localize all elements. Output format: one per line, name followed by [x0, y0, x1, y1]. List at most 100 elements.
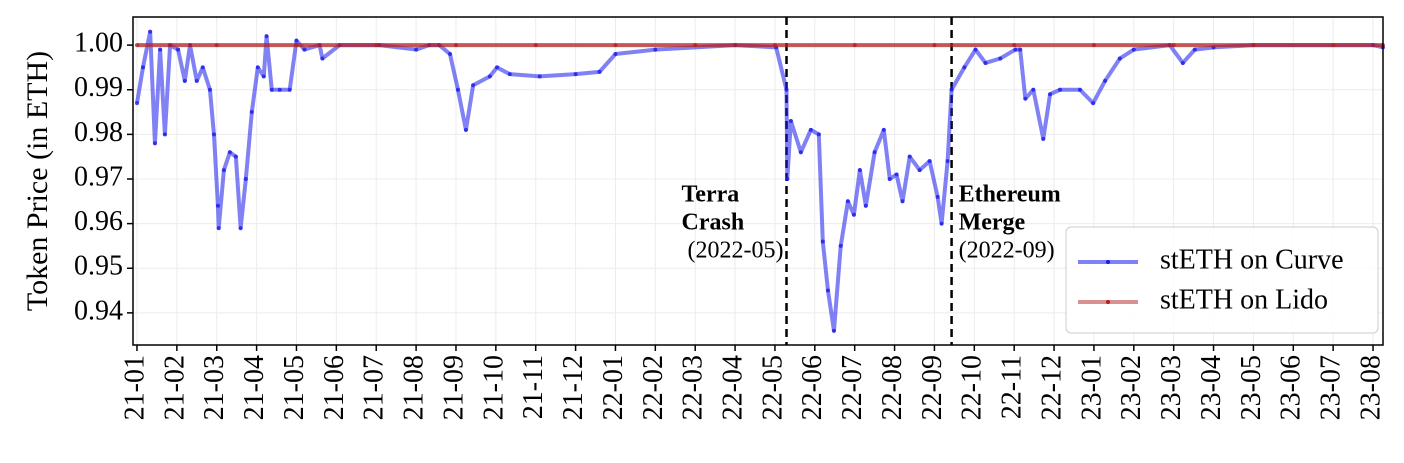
data-point: [693, 43, 698, 48]
x-tick-label: 22-10: [957, 355, 988, 420]
data-point: [831, 328, 836, 333]
data-point: [785, 176, 790, 181]
x-tick-label: 21-09: [438, 355, 469, 420]
data-point: [1103, 78, 1108, 83]
data-point: [487, 74, 492, 79]
data-point: [1012, 43, 1017, 48]
event-date: (2022-09): [959, 238, 1055, 264]
data-point: [264, 34, 269, 39]
x-tick-label: 22-09: [917, 355, 948, 420]
x-tick-label: 22-08: [877, 355, 908, 420]
data-point: [455, 87, 460, 92]
data-point: [233, 154, 238, 159]
event-title: Crash: [682, 210, 745, 236]
data-point: [1091, 101, 1096, 106]
x-tick-label: 23-03: [1156, 355, 1187, 420]
data-point: [211, 132, 216, 137]
x-tick-label: 21-02: [159, 355, 190, 420]
data-point: [808, 127, 813, 132]
legend-box: [1065, 226, 1379, 334]
data-point: [1023, 96, 1028, 101]
x-tick-label: 21-12: [558, 355, 589, 420]
data-point: [374, 43, 379, 48]
data-point: [1180, 60, 1185, 65]
data-point: [537, 74, 542, 79]
data-point: [820, 239, 825, 244]
data-point: [507, 72, 512, 77]
data-point: [215, 203, 220, 208]
data-point: [453, 43, 458, 48]
x-tick-label: 23-04: [1196, 355, 1227, 420]
x-tick-label: 23-07: [1316, 355, 1347, 420]
data-point: [935, 194, 940, 199]
event-title: Merge: [959, 210, 1026, 236]
data-point: [261, 74, 266, 79]
event-date: (2022-05): [688, 238, 784, 264]
y-tick-label: 0.97: [74, 161, 123, 192]
data-point: [894, 172, 899, 177]
data-point: [816, 132, 821, 137]
data-point: [900, 199, 905, 204]
data-point: [1117, 56, 1122, 61]
data-point: [148, 29, 153, 34]
data-point: [1048, 92, 1053, 97]
data-point: [983, 60, 988, 65]
data-point: [533, 43, 538, 48]
data-point: [182, 78, 187, 83]
data-point: [1018, 47, 1023, 52]
x-tick-label: 22-06: [797, 355, 828, 420]
y-tick-label: 0.99: [74, 72, 123, 103]
data-point: [134, 101, 139, 106]
x-tick-label: 21-03: [199, 355, 230, 420]
data-point: [414, 47, 419, 52]
plot-frame: [132, 16, 1384, 346]
legend-marker: [1106, 260, 1110, 264]
data-point: [881, 127, 886, 132]
x-tick-label: 21-05: [279, 355, 310, 420]
data-point: [471, 83, 476, 88]
x-tick-label: 23-02: [1116, 355, 1147, 420]
x-tick-label: 23-06: [1276, 355, 1307, 420]
data-point: [194, 78, 199, 83]
legend-label: stETH on Lido: [1160, 284, 1328, 315]
data-point: [207, 87, 212, 92]
x-tick-label: 22-07: [837, 355, 868, 420]
x-tick-label: 21-07: [359, 355, 390, 420]
data-point: [852, 43, 857, 48]
y-tick-label: 0.95: [74, 251, 123, 282]
x-tick-label: 23-08: [1355, 355, 1386, 420]
x-tick-label: 23-01: [1076, 355, 1107, 420]
data-point: [1077, 87, 1082, 92]
x-tick-label: 23-05: [1236, 355, 1267, 420]
data-point: [1192, 47, 1197, 52]
data-point: [887, 176, 892, 181]
data-point: [227, 150, 232, 155]
data-point: [1331, 43, 1336, 48]
x-tick-label: 22-03: [678, 355, 709, 420]
data-point: [613, 43, 618, 48]
data-point: [857, 168, 862, 173]
data-point: [851, 212, 856, 217]
x-tick-label: 21-10: [478, 355, 509, 420]
data-point: [447, 52, 452, 57]
data-point: [907, 154, 912, 159]
data-point: [597, 69, 602, 74]
data-point: [200, 65, 205, 70]
data-point: [962, 65, 967, 70]
data-point: [1171, 43, 1176, 48]
y-tick-label: 0.98: [74, 117, 123, 148]
y-tick-label: 1.00: [74, 28, 123, 59]
data-point: [653, 47, 658, 52]
data-point: [939, 221, 944, 226]
data-point: [1031, 87, 1036, 92]
data-point: [1013, 47, 1018, 52]
data-point: [152, 141, 157, 146]
data-point: [287, 87, 292, 92]
data-point: [1251, 43, 1256, 48]
data-point: [249, 110, 254, 115]
x-tick-label: 22-04: [717, 355, 748, 420]
x-tick-label: 21-04: [239, 355, 270, 420]
data-point: [927, 159, 932, 164]
data-point: [932, 43, 937, 48]
x-tick-label: 22-05: [757, 355, 788, 420]
